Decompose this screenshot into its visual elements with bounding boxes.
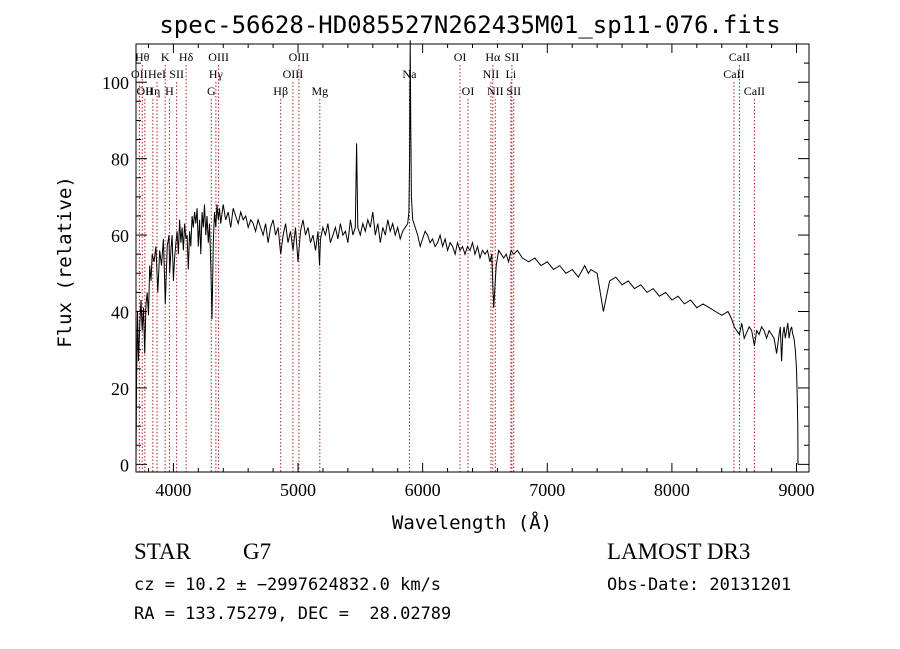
x-axis: 4000 5000 6000 7000 8000 9000 xyxy=(147,44,815,500)
line-marker-label: OIII xyxy=(289,50,310,64)
object-class: STAR xyxy=(134,539,192,564)
object-subclass: G7 xyxy=(243,539,271,564)
line-marker-label: Hα xyxy=(485,50,501,64)
y-tick-label: 60 xyxy=(111,226,129,246)
line-marker-label: OI xyxy=(454,50,467,64)
line-marker-label: Li xyxy=(506,67,517,81)
line-marker-label: CaII xyxy=(723,67,744,81)
line-marker-label: OI xyxy=(462,84,475,98)
redshift-text: cz = 10.2 ± −2997624832.0 km/s xyxy=(134,575,441,595)
survey-name: LAMOST DR3 xyxy=(607,539,750,564)
ra-dec: RA = 133.75279, DEC = 28.02789 xyxy=(134,604,451,624)
x-tick-label: 8000 xyxy=(654,480,690,500)
y-axis: 0 20 40 60 80 100 xyxy=(102,62,809,475)
line-marker-label: HeI xyxy=(148,67,166,81)
y-tick-label: 40 xyxy=(111,303,129,323)
line-marker-label: Hδ xyxy=(179,50,194,64)
x-tick-label: 7000 xyxy=(529,480,565,500)
line-marker-label: OII xyxy=(137,84,154,98)
chart-title: spec-56628-HD085527N262435M01_sp11-076.f… xyxy=(159,11,780,39)
line-marker-label: OII xyxy=(131,67,148,81)
line-marker-label: H xyxy=(165,84,174,98)
y-axis-label: Flux (relative) xyxy=(54,176,76,348)
line-marker-label: SII xyxy=(506,84,521,98)
spectrum-line xyxy=(135,40,799,465)
line-marker-label: Hγ xyxy=(209,67,224,81)
line-marker-label: NII xyxy=(487,84,504,98)
line-marker-label: K xyxy=(161,50,170,64)
y-tick-label: 100 xyxy=(102,73,129,93)
line-marker-label: Hβ xyxy=(273,84,288,98)
spectral-line-markers: OIIHθOIIHηHeIKHSIIHδGHγOIIIHβOIIIOIIIMgN… xyxy=(131,50,765,472)
obs-date: Obs-Date: 20131201 xyxy=(607,575,791,595)
x-tick-label: 9000 xyxy=(779,480,815,500)
line-marker-label: Hθ xyxy=(135,50,150,64)
line-marker-label: NII xyxy=(483,67,500,81)
y-tick-label: 0 xyxy=(120,455,129,475)
line-marker-label: Mg xyxy=(311,84,328,98)
line-marker-label: OIII xyxy=(208,50,229,64)
line-marker-label: G xyxy=(207,84,216,98)
y-tick-label: 80 xyxy=(111,150,129,170)
x-tick-label: 4000 xyxy=(155,480,191,500)
y-tick-label: 20 xyxy=(111,379,129,399)
line-marker-label: CaII xyxy=(729,50,750,64)
x-tick-label: 5000 xyxy=(280,480,316,500)
plot-frame xyxy=(135,43,810,473)
line-marker-label: OIII xyxy=(283,67,304,81)
x-axis-label: Wavelength (Å) xyxy=(392,511,552,534)
x-tick-label: 6000 xyxy=(405,480,441,500)
line-marker-label: Hη xyxy=(145,84,160,98)
line-marker-label: CaII xyxy=(744,84,765,98)
line-marker-label: SII xyxy=(505,50,520,64)
line-marker-label: SII xyxy=(169,67,184,81)
